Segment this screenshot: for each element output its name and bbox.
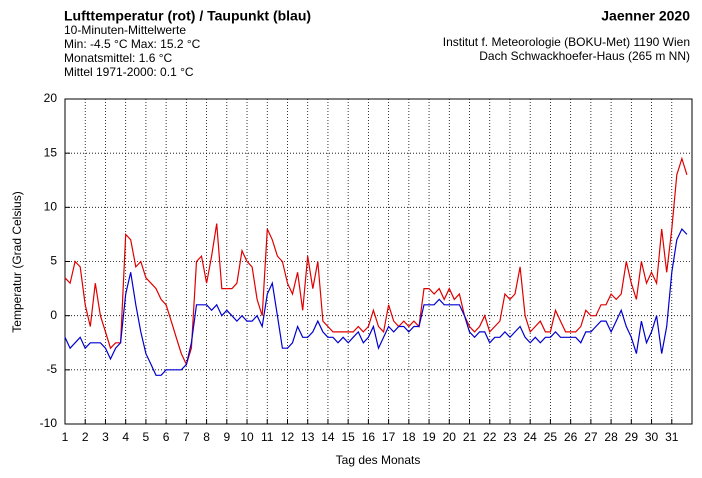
y-tick-label: 0 [50, 308, 57, 322]
x-tick-label: 24 [524, 430, 538, 444]
y-tick-label: -5 [46, 362, 57, 376]
x-tick-label: 18 [402, 430, 416, 444]
x-tick-label: 13 [301, 430, 315, 444]
y-tick-label: 20 [44, 91, 58, 105]
x-tick-label: 28 [604, 430, 618, 444]
x-tick-label: 10 [240, 430, 254, 444]
x-tick-label: 21 [463, 430, 477, 444]
source: Dach Schwackhoefer-Haus (265 m NN) [479, 49, 690, 63]
y-tick-label: 5 [50, 254, 57, 268]
subtitle: 10-Minuten-Mittelwerte [64, 23, 186, 37]
series-line [64, 227, 688, 376]
y-tick-label: 10 [44, 200, 58, 214]
x-tick-label: 7 [183, 430, 190, 444]
x-tick-label: 1 [62, 430, 69, 444]
x-tick-label: 5 [143, 430, 150, 444]
x-tick-label: 6 [163, 430, 170, 444]
stat: Min: -4.5 °C Max: 15.2 °C [64, 37, 201, 51]
x-tick-label: 29 [625, 430, 639, 444]
y-tick-label: -10 [40, 416, 58, 430]
x-tick-label: 11 [261, 430, 274, 444]
x-tick-label: 17 [382, 430, 396, 444]
x-tick-label: 26 [564, 430, 578, 444]
x-tick-label: 2 [82, 430, 89, 444]
x-tick-label: 9 [223, 430, 230, 444]
x-tick-label: 3 [102, 430, 109, 444]
month: Jaenner 2020 [601, 8, 690, 24]
y-tick-label: 15 [44, 145, 58, 159]
series-line [64, 156, 688, 367]
x-tick-label: 25 [544, 430, 558, 444]
x-tick-label: 12 [281, 430, 295, 444]
x-tick-label: 16 [362, 430, 376, 444]
x-tick-label: 23 [503, 430, 517, 444]
source: Institut f. Meteorologie (BOKU-Met) 1190… [443, 35, 690, 49]
x-tick-label: 19 [422, 430, 436, 444]
x-tick-label: 20 [443, 430, 457, 444]
stat: Monatsmittel: 1.6 °C [64, 51, 173, 65]
x-tick-label: 15 [341, 430, 355, 444]
x-tick-label: 30 [645, 430, 659, 444]
stat: Mittel 1971-2000: 0.1 °C [64, 65, 194, 79]
x-tick-label: 27 [584, 430, 598, 444]
chart-title: Lufttemperatur (rot) / Taupunkt (blau) [64, 8, 311, 24]
y-axis-label: Temperatur (Grad Celsius) [10, 191, 24, 332]
x-axis-label: Tag des Monats [336, 453, 421, 467]
x-tick-label: 22 [483, 430, 497, 444]
x-tick-label: 14 [321, 430, 335, 444]
x-tick-label: 4 [122, 430, 129, 444]
x-tick-label: 8 [203, 430, 210, 444]
x-tick-label: 31 [665, 430, 679, 444]
